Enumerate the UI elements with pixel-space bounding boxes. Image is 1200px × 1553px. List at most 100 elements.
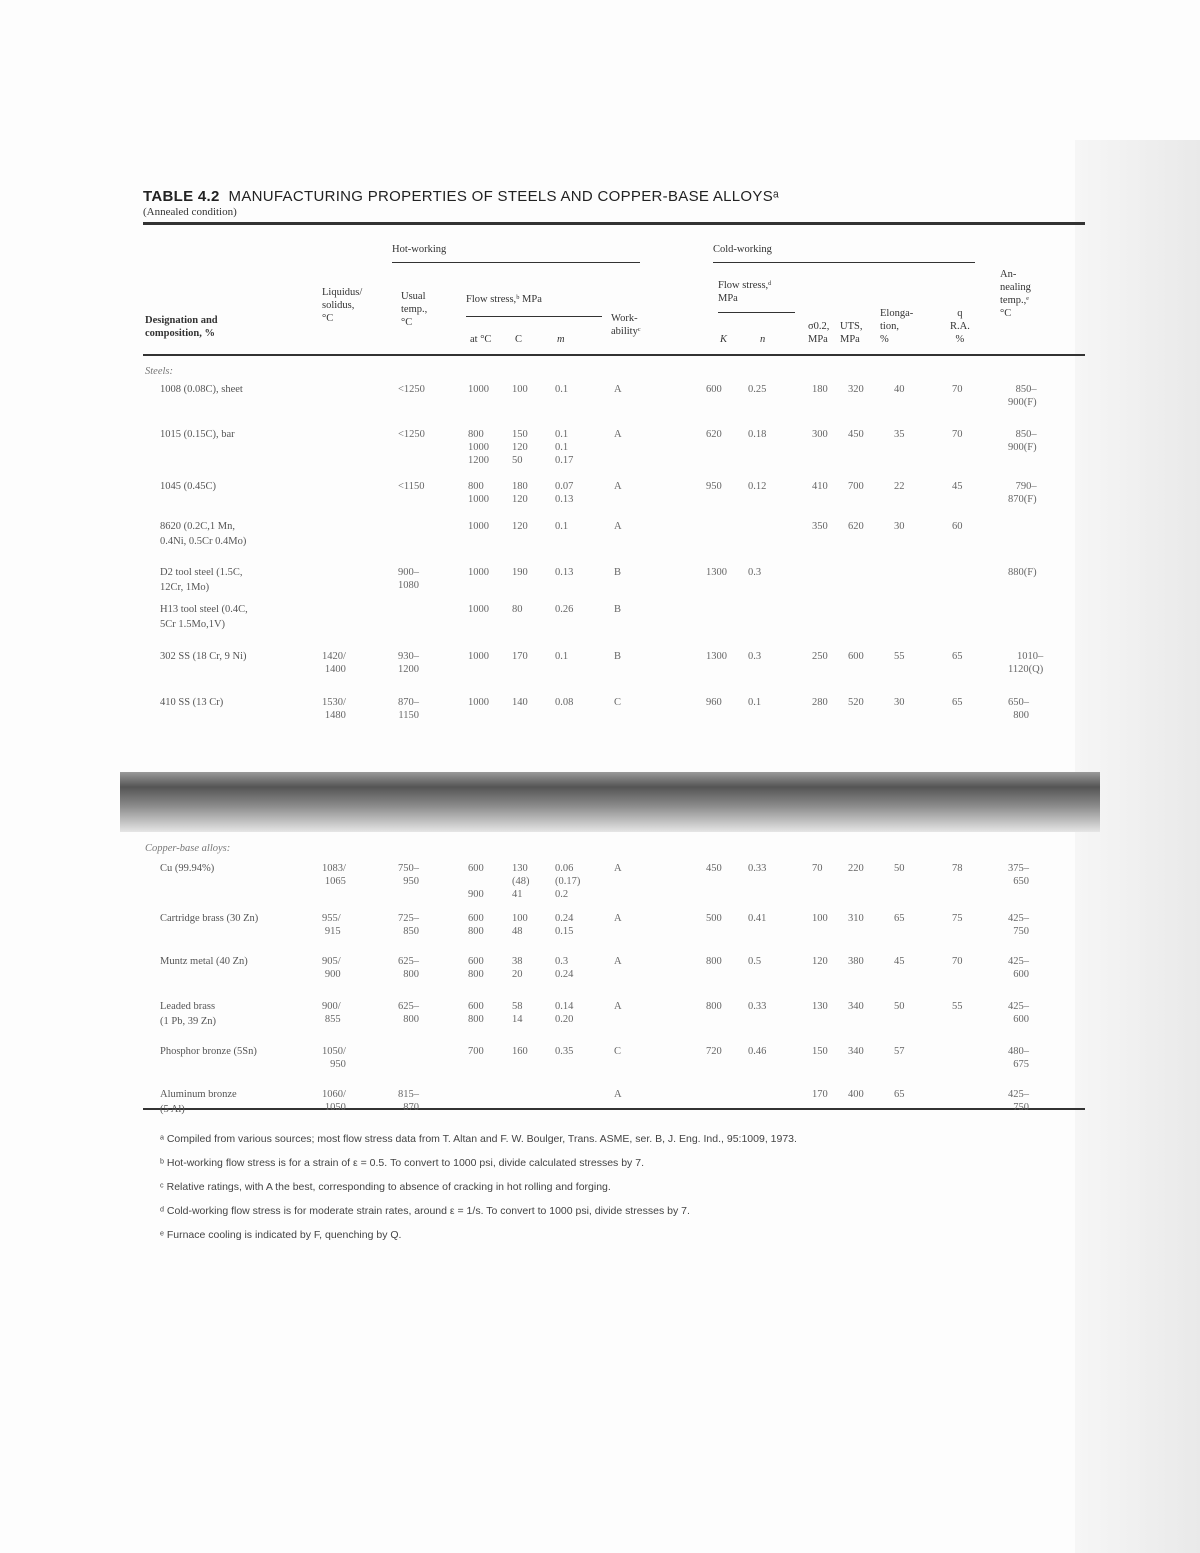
- k-cell: 800: [706, 956, 722, 967]
- header-at-c: at °C: [470, 334, 492, 345]
- n-cell: 0.25: [748, 384, 767, 395]
- liq-cell: 900/ 855: [322, 1001, 341, 1025]
- liq-cell: 1420/ 1400: [322, 651, 346, 675]
- ann-cell: 375– 650: [1008, 863, 1029, 887]
- uts-cell: 600: [848, 651, 864, 662]
- n-cell: 0.18: [748, 429, 767, 440]
- ann-cell: 425– 750: [1008, 913, 1029, 937]
- ann-cell: 790– 870(F): [1008, 481, 1037, 505]
- work-cell: A: [614, 384, 622, 395]
- y-cell: 130: [812, 1001, 828, 1012]
- y-cell: 170: [812, 1089, 828, 1100]
- y-cell: 300: [812, 429, 828, 440]
- section-label: Steels:: [145, 366, 173, 377]
- ra-cell: 70: [952, 384, 963, 395]
- y-cell: 150: [812, 1046, 828, 1057]
- designation-cell: 1015 (0.15C), bar: [160, 429, 235, 440]
- work-cell: C: [614, 697, 622, 708]
- m-cell: 0.24 0.15: [555, 913, 574, 937]
- table-title: TABLE 4.2 MANUFACTURING PROPERTIES OF ST…: [143, 188, 779, 205]
- header-workability: Work- abilityᶜ: [611, 313, 641, 337]
- designation-cell: H13 tool steel (0.4C, 5Cr 1.5Mo,1V): [160, 604, 248, 630]
- k-cell: 600: [706, 384, 722, 395]
- m-cell: 0.08: [555, 697, 574, 708]
- k-cell: 500: [706, 913, 722, 924]
- el-cell: 45: [894, 956, 905, 967]
- el-cell: 30: [894, 521, 905, 532]
- n-cell: 0.3: [748, 651, 762, 662]
- ra-cell: 65: [952, 651, 963, 662]
- c-cell: 150 120 50: [512, 429, 528, 466]
- designation-cell: Cartridge brass (30 Zn): [160, 913, 259, 924]
- n-cell: 0.33: [748, 1001, 767, 1012]
- ra-cell: 60: [952, 521, 963, 532]
- k-cell: 450: [706, 863, 722, 874]
- liq-cell: 905/ 900: [322, 956, 341, 980]
- header-yield: σ0.2, MPa: [808, 321, 830, 345]
- c-cell: 160: [512, 1046, 528, 1057]
- y-cell: 70: [812, 863, 823, 874]
- header-hot-working: Hot-working: [392, 244, 447, 255]
- c-cell: 190: [512, 567, 528, 578]
- designation-cell: Cu (99.94%): [160, 863, 215, 874]
- liq-cell: 1530/ 1480: [322, 697, 346, 721]
- n-cell: 0.1: [748, 697, 762, 708]
- usual-cell: <1150: [398, 481, 425, 492]
- n-cell: 0.33: [748, 863, 767, 874]
- usual-cell: 625– 800: [398, 1001, 419, 1025]
- ra-cell: 75: [952, 913, 963, 924]
- hot-working-rule: [392, 262, 640, 263]
- k-cell: 1300: [706, 651, 727, 662]
- work-cell: B: [614, 651, 622, 662]
- at-cell: 600 800: [468, 913, 484, 937]
- c-cell: 180 120: [512, 481, 528, 505]
- uts-cell: 310: [848, 913, 864, 924]
- k-cell: 1300: [706, 567, 727, 578]
- usual-cell: 750– 950: [398, 863, 419, 887]
- uts-cell: 700: [848, 481, 864, 492]
- header-usual-temp: Usual temp., °C: [401, 291, 428, 328]
- header-annealing: An- nealing temp.,ᵉ °C: [1000, 269, 1031, 319]
- cold-working-rule: [713, 262, 975, 263]
- c-cell: 100: [512, 384, 528, 395]
- ra-cell: 78: [952, 863, 963, 874]
- n-cell: 0.41: [748, 913, 767, 924]
- ann-cell: 650– 800: [1008, 697, 1029, 721]
- usual-cell: 725– 850: [398, 913, 419, 937]
- uts-cell: 340: [848, 1001, 864, 1012]
- at-cell: 700: [468, 1046, 484, 1057]
- cold-flow-rule: [718, 312, 795, 313]
- m-cell: 0.1 0.1 0.17: [555, 429, 574, 466]
- m-cell: 0.3 0.24: [555, 956, 574, 980]
- header-hot-flow-stress: Flow stress,ᵇ MPa: [466, 294, 542, 305]
- designation-cell: Muntz metal (40 Zn): [160, 956, 248, 967]
- scan-shadow: [1075, 140, 1200, 1553]
- header-designation: Designation and composition, %: [145, 315, 218, 339]
- bottom-rule: [143, 1108, 1085, 1110]
- designation-cell: Phosphor bronze (5Sn): [160, 1046, 257, 1057]
- designation-cell: Leaded brass (1 Pb, 39 Zn): [160, 1001, 216, 1027]
- k-cell: 800: [706, 1001, 722, 1012]
- ra-cell: 45: [952, 481, 963, 492]
- m-cell: 0.1: [555, 384, 569, 395]
- at-cell: 600 800: [468, 956, 484, 980]
- ra-cell: 65: [952, 697, 963, 708]
- y-cell: 120: [812, 956, 828, 967]
- k-cell: 960: [706, 697, 722, 708]
- work-cell: A: [614, 956, 622, 967]
- usual-cell: 930– 1200: [398, 651, 419, 675]
- y-cell: 280: [812, 697, 828, 708]
- y-cell: 100: [812, 913, 828, 924]
- work-cell: A: [614, 1089, 622, 1100]
- at-cell: 1000: [468, 604, 489, 615]
- work-cell: B: [614, 567, 622, 578]
- c-cell: 120: [512, 521, 528, 532]
- m-cell: 0.13: [555, 567, 574, 578]
- work-cell: B: [614, 604, 622, 615]
- ann-cell: 480– 675: [1008, 1046, 1029, 1070]
- designation-cell: D2 tool steel (1.5C, 12Cr, 1Mo): [160, 567, 243, 593]
- ann-cell: 425– 600: [1008, 956, 1029, 980]
- at-cell: 800 1000: [468, 481, 489, 505]
- c-cell: 140: [512, 697, 528, 708]
- header-elongation: Elonga- tion, %: [880, 308, 914, 345]
